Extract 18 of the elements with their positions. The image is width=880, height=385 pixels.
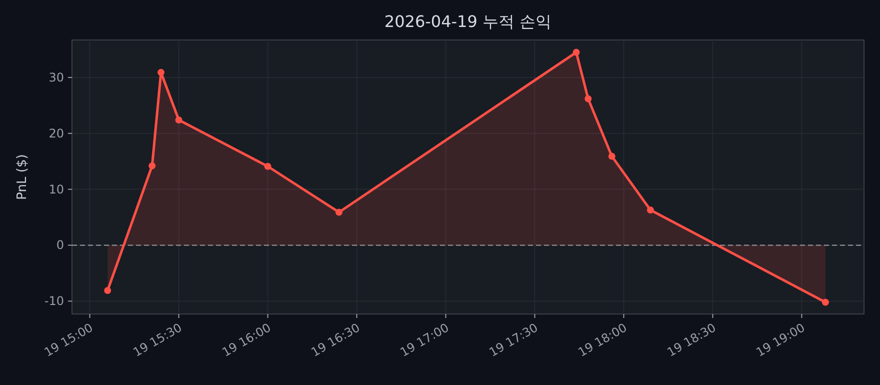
point — [572, 48, 580, 56]
point — [148, 162, 156, 170]
point — [157, 68, 164, 76]
point — [104, 287, 112, 294]
point — [646, 206, 654, 214]
y-axis-title: PnL ($) — [15, 154, 30, 200]
point — [335, 208, 342, 216]
y-tick-label: 20 — [48, 126, 64, 140]
chart-title: 2026-04-19 누적 손익 — [384, 12, 552, 31]
y-tick-label: 10 — [48, 182, 64, 196]
point — [584, 95, 592, 102]
y-tick-label: -10 — [44, 294, 64, 308]
point — [175, 116, 182, 124]
point — [822, 298, 829, 306]
y-tick-label: 0 — [56, 238, 64, 252]
point — [264, 162, 272, 170]
point — [608, 152, 616, 160]
y-tick-label: 30 — [48, 70, 64, 84]
